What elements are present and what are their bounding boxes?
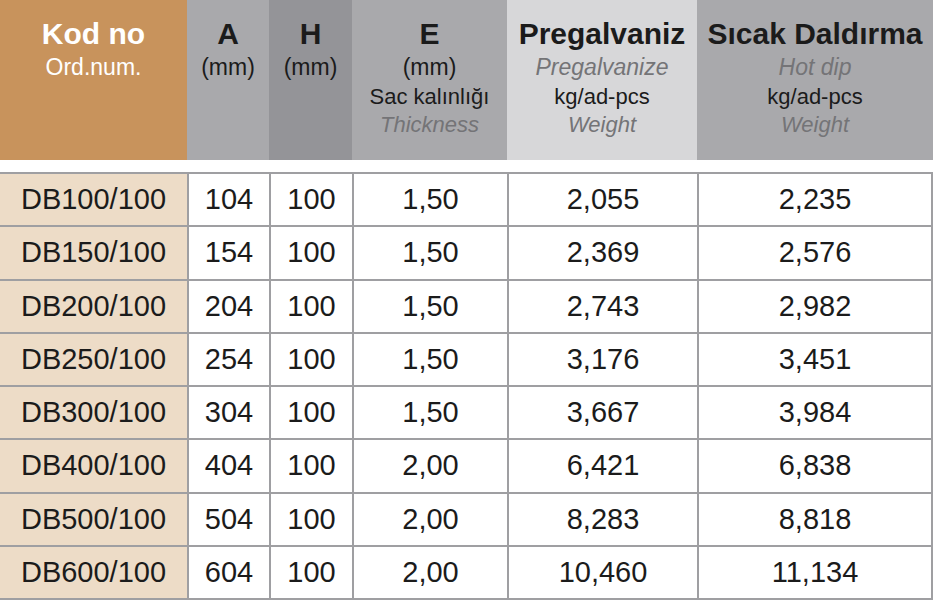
table-row: DB500/100 504 100 2,00 8,283 8,818 (0, 494, 933, 547)
hotdip-weight-cell: 3,451 (697, 334, 933, 385)
h-cell: 100 (269, 334, 352, 385)
pregalvaniz-weight-cell: 8,283 (507, 494, 697, 545)
header-sicak-title: Sıcak Daldırma (707, 15, 922, 52)
header-e-thickness-en: Thickness (380, 111, 479, 139)
header-pregalvaniz-subtitle: Pregalvanize (536, 52, 669, 82)
header-h-title: H (300, 15, 322, 52)
kod-cell: DB250/100 (0, 334, 187, 385)
h-cell: 100 (269, 440, 352, 491)
header-sicak-daldirma: Sıcak Daldırma Hot dip kg/ad-pcs Weight (697, 0, 933, 160)
table-row: DB600/100 604 100 2,00 10,460 11,134 (0, 547, 933, 600)
table-row: DB100/100 104 100 1,50 2,055 2,235 (0, 174, 933, 227)
a-cell: 604 (187, 547, 269, 598)
h-cell: 100 (269, 174, 352, 225)
hotdip-weight-cell: 2,576 (697, 227, 933, 278)
header-e-title: E (419, 15, 439, 52)
header-e-unit: (mm) (403, 52, 457, 82)
header-pregalvaniz: Pregalvaniz Pregalvanize kg/ad-pcs Weigh… (507, 0, 697, 160)
header-sicak-subtitle: Hot dip (779, 52, 852, 82)
e-cell: 1,50 (352, 174, 507, 225)
hotdip-weight-cell: 11,134 (697, 547, 933, 598)
a-cell: 254 (187, 334, 269, 385)
header-h: H (mm) (269, 0, 352, 160)
pregalvaniz-weight-cell: 2,743 (507, 281, 697, 332)
header-body-gap (0, 160, 933, 172)
a-cell: 304 (187, 387, 269, 438)
h-cell: 100 (269, 494, 352, 545)
table-row: DB150/100 154 100 1,50 2,369 2,576 (0, 227, 933, 280)
header-a: A (mm) (187, 0, 269, 160)
table-row: DB200/100 204 100 1,50 2,743 2,982 (0, 281, 933, 334)
kod-cell: DB100/100 (0, 174, 187, 225)
header-a-unit: (mm) (201, 52, 255, 82)
catalog-table-page: Kod no Ord.num. A (mm) H (mm) E (mm) Sac… (0, 0, 933, 600)
header-e: E (mm) Sac kalınlığı Thickness (352, 0, 507, 160)
kod-cell: DB150/100 (0, 227, 187, 278)
e-cell: 2,00 (352, 494, 507, 545)
header-kod-subtitle: Ord.num. (46, 52, 142, 82)
header-kod-title: Kod no (42, 15, 145, 52)
h-cell: 100 (269, 547, 352, 598)
header-a-title: A (217, 15, 239, 52)
hotdip-weight-cell: 2,235 (697, 174, 933, 225)
e-cell: 1,50 (352, 227, 507, 278)
product-size-weight-table: Kod no Ord.num. A (mm) H (mm) E (mm) Sac… (0, 0, 933, 600)
header-kod-no: Kod no Ord.num. (0, 0, 187, 160)
pregalvaniz-weight-cell: 2,055 (507, 174, 697, 225)
kod-cell: DB300/100 (0, 387, 187, 438)
pregalvaniz-weight-cell: 10,460 (507, 547, 697, 598)
kod-cell: DB500/100 (0, 494, 187, 545)
table-row: DB250/100 254 100 1,50 3,176 3,451 (0, 334, 933, 387)
header-sicak-unit: kg/ad-pcs (767, 82, 862, 111)
header-h-unit: (mm) (284, 52, 338, 82)
pregalvaniz-weight-cell: 3,176 (507, 334, 697, 385)
header-pregalvaniz-title: Pregalvaniz (519, 15, 686, 52)
hotdip-weight-cell: 6,838 (697, 440, 933, 491)
hotdip-weight-cell: 8,818 (697, 494, 933, 545)
table-row: DB400/100 404 100 2,00 6,421 6,838 (0, 440, 933, 493)
e-cell: 1,50 (352, 387, 507, 438)
table-row: DB300/100 304 100 1,50 3,667 3,984 (0, 387, 933, 440)
table-body: DB100/100 104 100 1,50 2,055 2,235 DB150… (0, 172, 933, 600)
a-cell: 204 (187, 281, 269, 332)
a-cell: 404 (187, 440, 269, 491)
pregalvaniz-weight-cell: 3,667 (507, 387, 697, 438)
hotdip-weight-cell: 3,984 (697, 387, 933, 438)
e-cell: 2,00 (352, 440, 507, 491)
pregalvaniz-weight-cell: 6,421 (507, 440, 697, 491)
e-cell: 2,00 (352, 547, 507, 598)
header-e-thickness-tr: Sac kalınlığı (370, 82, 490, 111)
pregalvaniz-weight-cell: 2,369 (507, 227, 697, 278)
h-cell: 100 (269, 387, 352, 438)
h-cell: 100 (269, 281, 352, 332)
header-pregalvaniz-weight: Weight (568, 111, 636, 139)
kod-cell: DB200/100 (0, 281, 187, 332)
header-sicak-weight: Weight (781, 111, 849, 139)
h-cell: 100 (269, 227, 352, 278)
e-cell: 1,50 (352, 281, 507, 332)
a-cell: 104 (187, 174, 269, 225)
a-cell: 504 (187, 494, 269, 545)
kod-cell: DB400/100 (0, 440, 187, 491)
kod-cell: DB600/100 (0, 547, 187, 598)
a-cell: 154 (187, 227, 269, 278)
e-cell: 1,50 (352, 334, 507, 385)
hotdip-weight-cell: 2,982 (697, 281, 933, 332)
table-header: Kod no Ord.num. A (mm) H (mm) E (mm) Sac… (0, 0, 933, 160)
header-pregalvaniz-unit: kg/ad-pcs (554, 82, 649, 111)
